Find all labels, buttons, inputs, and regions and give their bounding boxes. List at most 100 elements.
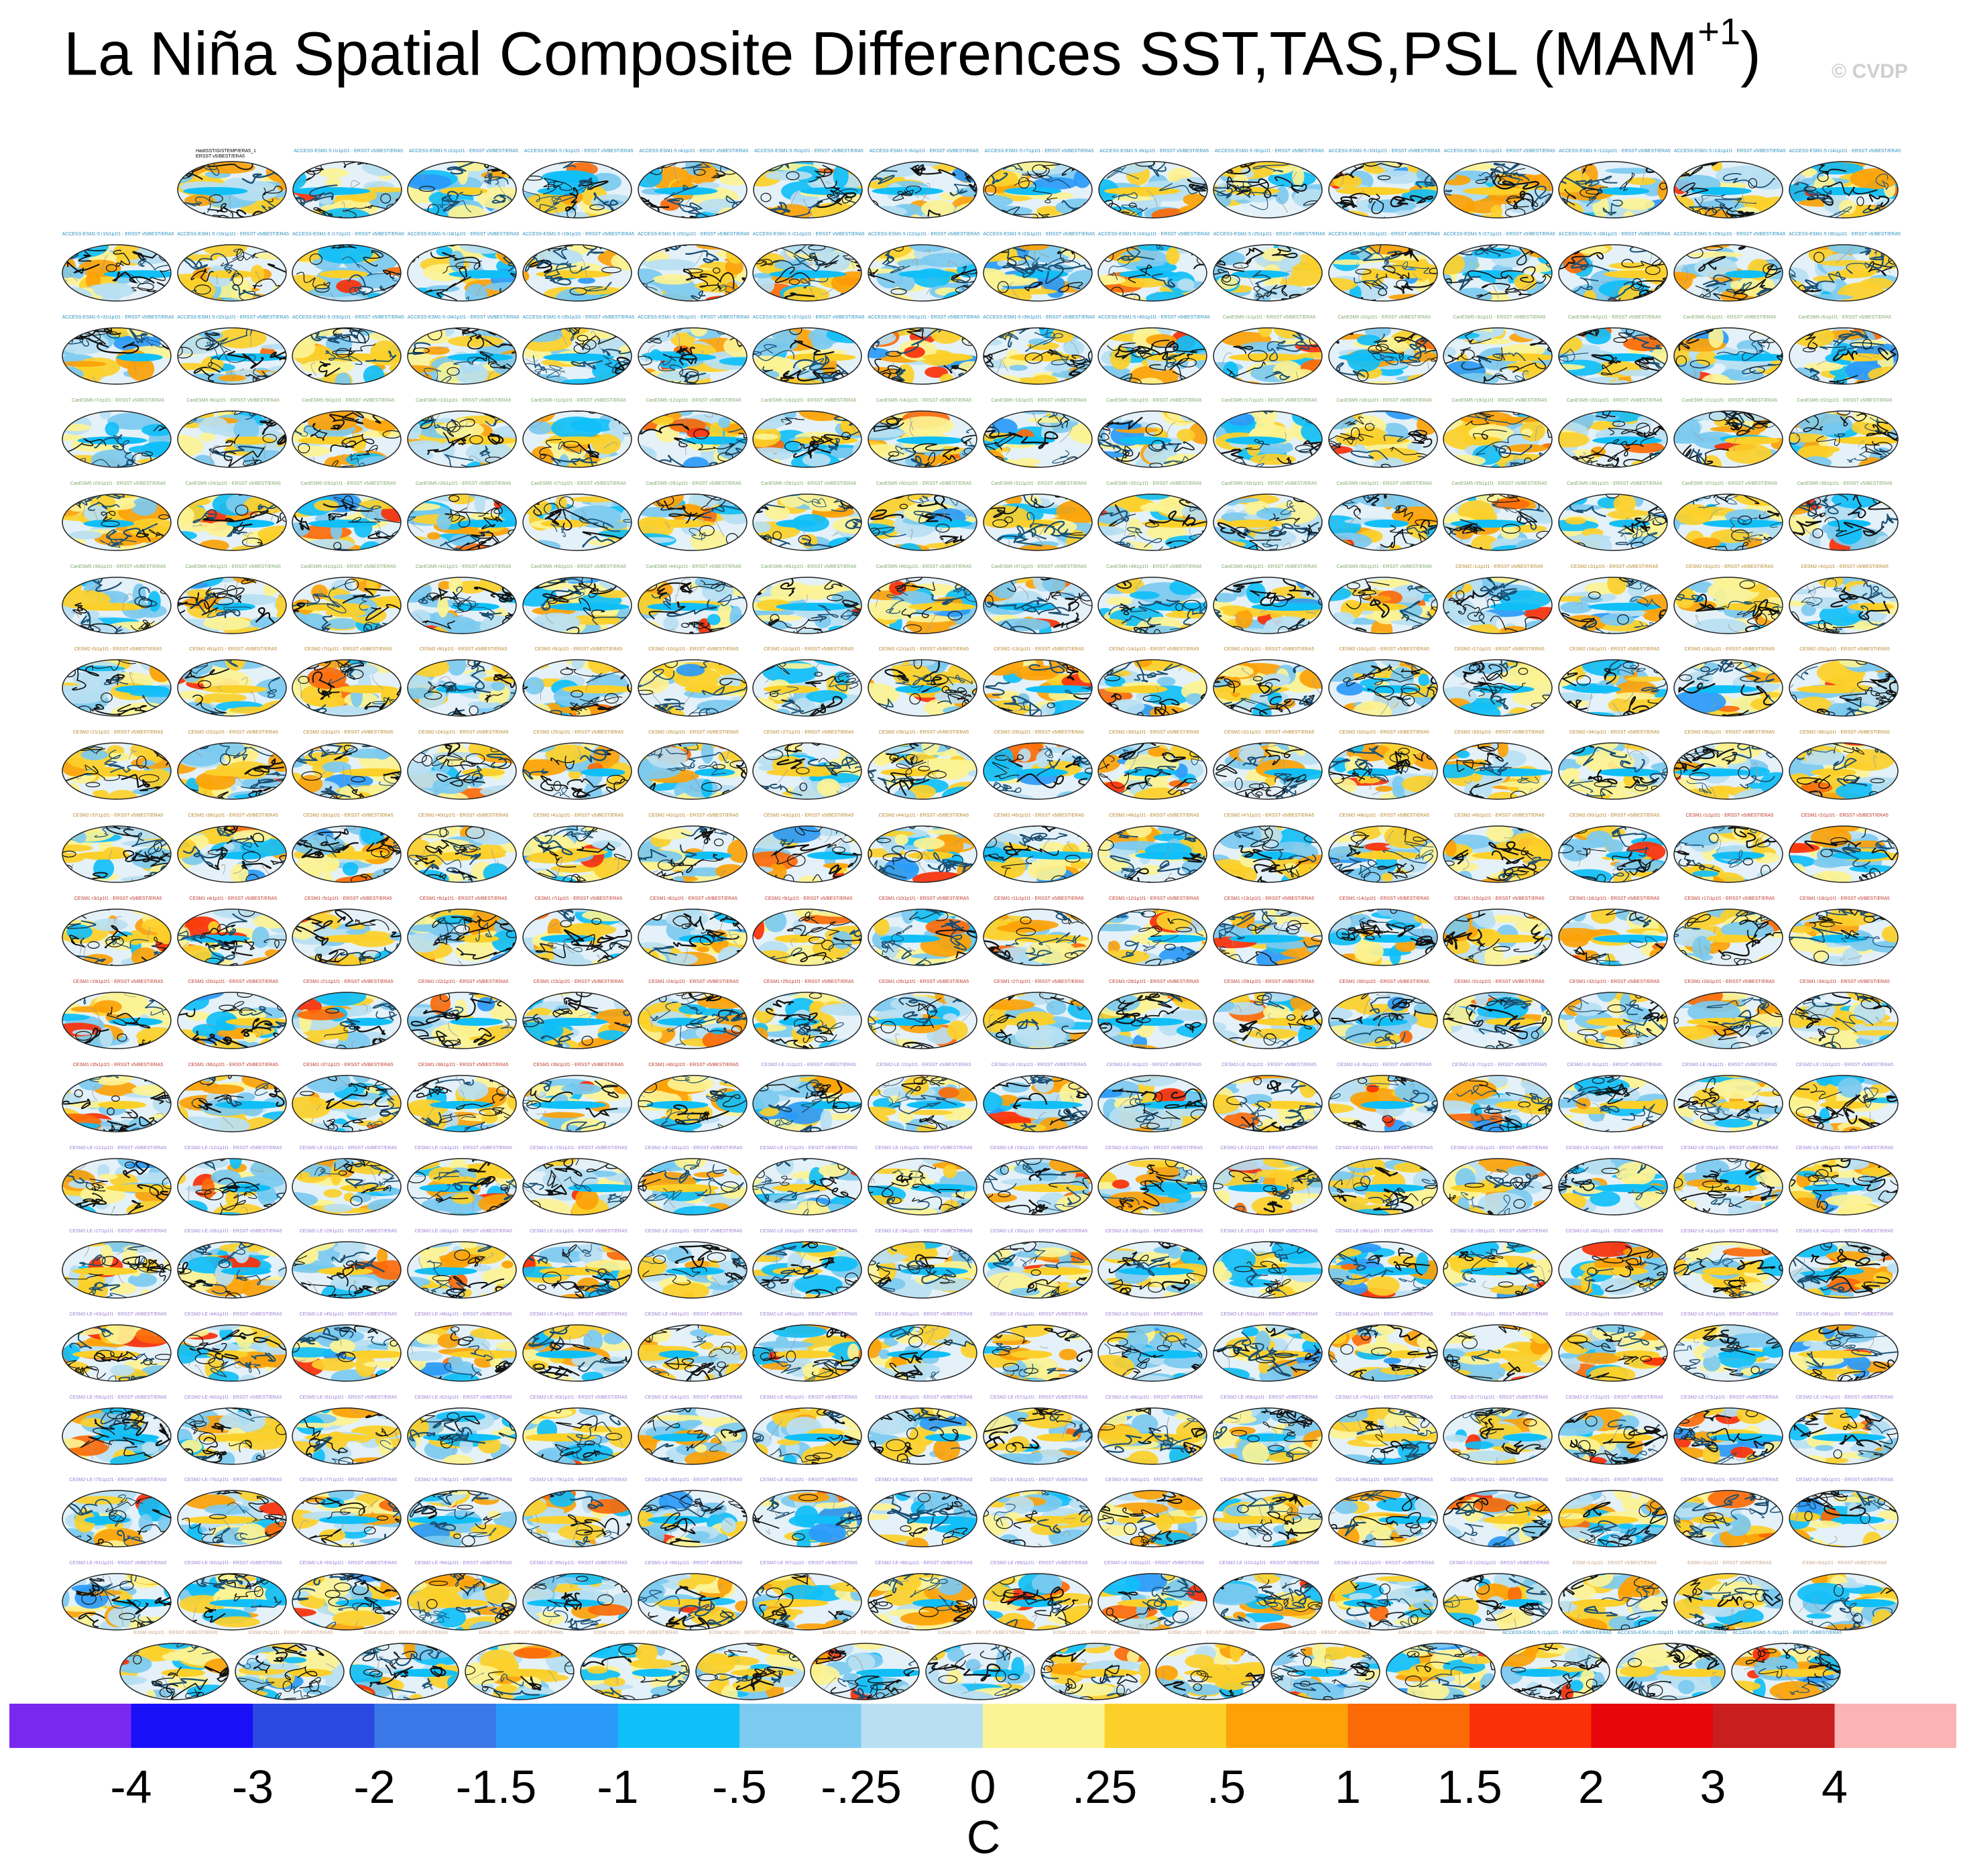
model-map-panel: ACCESS-ESM1-5 r2i1p1f1 - ERSST v5/BEST/E… bbox=[406, 149, 521, 231]
global-map bbox=[176, 327, 287, 385]
panel-label: CanESM5 r31i1p1f1 - ERSST v5/BEST/ERA5 bbox=[991, 481, 1087, 486]
anomaly-patch bbox=[522, 705, 534, 717]
anomaly-patch bbox=[1213, 538, 1228, 550]
psl-contour bbox=[64, 244, 80, 259]
map-outline bbox=[1097, 161, 1208, 219]
anomaly-patch bbox=[772, 330, 799, 341]
psl-contour bbox=[1250, 184, 1285, 211]
coastline bbox=[1145, 190, 1157, 208]
anomaly-patch bbox=[868, 327, 886, 332]
global-map bbox=[1788, 576, 1899, 634]
model-map-panel: ACCESS-ESM1-5 r28i1p1f1 - ERSST v5/BEST/… bbox=[1557, 232, 1672, 314]
anomaly-patch bbox=[1213, 461, 1238, 467]
global-map bbox=[868, 576, 977, 634]
psl-contour bbox=[522, 410, 539, 420]
psl-contour-ring bbox=[723, 577, 744, 587]
anomaly-patch bbox=[229, 707, 276, 715]
psl-contour bbox=[172, 581, 173, 598]
model-map-panel: ACCESS-ESM1-5 r36i1p1f1 - ERSST v5/BEST/… bbox=[636, 315, 752, 397]
coastline bbox=[498, 548, 505, 550]
anomaly-patch bbox=[523, 205, 535, 213]
panel-label: ACCESS-ESM1-5 r24i1p1f1 - ERSST v5/BEST/… bbox=[1097, 231, 1210, 237]
anomaly-patch bbox=[523, 493, 553, 498]
global-map bbox=[868, 410, 977, 468]
psl-contour-ring bbox=[1789, 294, 1799, 301]
model-map-panel: CanESM5 r43i1p1f1 - ERSST v5/BEST/ERA5 bbox=[521, 565, 636, 646]
model-map-panel: ACCESS-ESM1-5 r16i1p1f1 - ERSST v5/BEST/… bbox=[176, 232, 291, 314]
global-map bbox=[1558, 493, 1668, 551]
anomaly-patch bbox=[528, 703, 550, 717]
model-map-panel: CanESM5 r46i1p1f1 - ERSST v5/BEST/ERA5 bbox=[866, 565, 981, 646]
map-outline bbox=[522, 161, 632, 219]
psl-contour-ring bbox=[522, 294, 530, 301]
model-map-panel: CanESM5 r34i1p1f1 - ERSST v5/BEST/ERA5 bbox=[1327, 481, 1442, 563]
anomaly-patch bbox=[1753, 624, 1783, 631]
anomaly-patch bbox=[1008, 364, 1028, 371]
map-outline bbox=[868, 161, 977, 219]
coastline bbox=[1667, 451, 1668, 459]
psl-contour bbox=[1549, 462, 1553, 467]
global-map bbox=[1673, 244, 1783, 302]
model-map-panel: ACCESS-ESM1-5 r12i1p1f1 - ERSST v5/BEST/… bbox=[1557, 149, 1672, 231]
anomaly-patch bbox=[1808, 528, 1821, 550]
anomaly-patch bbox=[1183, 193, 1206, 206]
anomaly-patch bbox=[738, 410, 747, 420]
anomaly-patch bbox=[684, 162, 702, 176]
panel-label: ACCESS-ESM1-5 r4i1p1f1 - ERSST v5/BEST/E… bbox=[639, 149, 749, 154]
panel-label: CanESM5 r36i1p1f1 - ERSST v5/BEST/ERA5 bbox=[1566, 481, 1663, 486]
model-map-panel: ACCESS-ESM1-5 r26i1p1f1 - ERSST v5/BEST/… bbox=[1327, 232, 1442, 314]
anomaly-patch bbox=[717, 416, 730, 428]
anomaly-patch bbox=[920, 252, 976, 268]
model-map-panel: CESM2 r4i1p1f1 - ERSST v5/BEST/ERA5 bbox=[1787, 565, 1903, 646]
psl-contour bbox=[798, 326, 849, 327]
anomaly-patch bbox=[1618, 198, 1655, 211]
anomaly-patch bbox=[105, 421, 119, 436]
panel-label: ACCESS-ESM1-5 r25i1p1f1 - ERSST v5/BEST/… bbox=[1213, 231, 1325, 237]
anomaly-patch bbox=[591, 433, 621, 454]
anomaly-patch bbox=[204, 162, 255, 174]
anomaly-patch bbox=[1338, 629, 1354, 634]
anomaly-patch bbox=[504, 372, 517, 384]
psl-contour-ring bbox=[1198, 535, 1207, 546]
enso-band bbox=[1335, 187, 1411, 195]
psl-contour bbox=[1547, 168, 1553, 178]
panel-label: CanESM5 r32i1p1f1 - ERSST v5/BEST/ERA5 bbox=[1106, 481, 1202, 486]
global-map bbox=[637, 493, 748, 551]
panel-label: ACCESS-ESM1-5 r1i1p1f1 - ERSST v5/BEST/E… bbox=[294, 149, 404, 154]
anomaly-patch bbox=[177, 660, 211, 664]
anomaly-patch bbox=[158, 577, 171, 589]
psl-contour bbox=[1217, 186, 1255, 196]
coastline bbox=[612, 465, 624, 467]
anomaly-patch bbox=[844, 374, 862, 384]
global-map bbox=[1558, 244, 1668, 302]
coastline bbox=[112, 634, 120, 635]
coastline bbox=[638, 283, 639, 297]
anomaly-patch bbox=[593, 544, 627, 550]
panel-label: CanESM5 r49i1p1f1 - ERSST v5/BEST/ERA5 bbox=[1221, 564, 1317, 569]
anomaly-patch bbox=[550, 416, 602, 439]
psl-contour bbox=[1883, 327, 1898, 330]
coastline bbox=[765, 630, 771, 634]
coastline bbox=[392, 245, 400, 247]
anomaly-patch bbox=[560, 378, 607, 384]
enso-band bbox=[1462, 436, 1503, 445]
anomaly-patch bbox=[177, 370, 186, 377]
title-main: La Niña Spatial Composite Differences SS… bbox=[64, 19, 1698, 89]
panel-label: ACCESS-ESM1-5 r33i1p1f1 - ERSST v5/BEST/… bbox=[292, 314, 404, 320]
anomaly-patch bbox=[149, 660, 171, 683]
enso-band bbox=[908, 602, 975, 611]
model-map-panel: ACCESS-ESM1-5 r3i1p1f1 - ERSST v5/BEST/E… bbox=[521, 149, 636, 231]
psl-contour bbox=[393, 327, 402, 339]
anomaly-patch bbox=[62, 493, 74, 507]
model-map-panel: CanESM5 r47i1p1f1 - ERSST v5/BEST/ERA5 bbox=[981, 565, 1097, 646]
panel-label: ACCESS-ESM1-5 r34i1p1f1 - ERSST v5/BEST/… bbox=[407, 314, 520, 320]
coastline bbox=[1096, 267, 1097, 286]
psl-contour bbox=[863, 180, 864, 196]
psl-contour bbox=[1077, 464, 1092, 467]
global-map bbox=[1443, 576, 1553, 634]
model-map-panel: CanESM5 r8i1p1f1 - ERSST v5/BEST/ERA5 bbox=[176, 398, 291, 480]
psl-contour bbox=[392, 162, 402, 170]
panel-label: ACCESS-ESM1-5 r14i1p1f1 - ERSST v5/BEST/… bbox=[1789, 149, 1901, 154]
psl-contour bbox=[711, 170, 727, 178]
anomaly-patch bbox=[1769, 465, 1783, 467]
